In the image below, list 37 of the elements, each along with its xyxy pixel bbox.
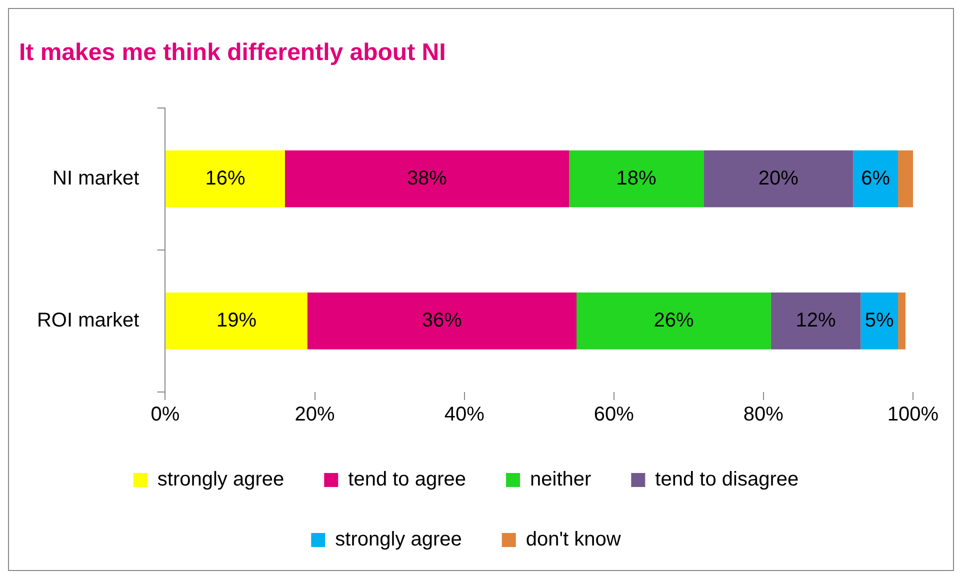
data-label: 5%: [864, 309, 894, 332]
legend-label: strongly agree: [335, 528, 462, 551]
bar: [860, 292, 898, 350]
bar: [307, 292, 577, 350]
x-tick-label: 80%: [743, 404, 784, 426]
data-label: 16%: [205, 167, 246, 190]
data-label: 6%: [861, 167, 890, 190]
legend-label: tend to agree: [348, 468, 466, 491]
bar: [770, 292, 861, 350]
data-label: 18%: [616, 167, 657, 190]
data-label: 12%: [796, 309, 836, 332]
x-tick-label: 100%: [887, 404, 939, 426]
legend-label: don't know: [526, 528, 622, 551]
data-label: 19%: [216, 309, 257, 332]
bar: [569, 150, 704, 208]
legend-label: strongly agree: [157, 468, 284, 491]
bar: [166, 292, 308, 350]
bar: [853, 150, 898, 208]
bar: [898, 292, 906, 350]
bar: [284, 150, 570, 208]
legend-label: tend to disagree: [655, 468, 799, 491]
data-label: 26%: [654, 309, 694, 332]
chart-title: It makes me think differently about NI: [19, 39, 446, 66]
data-label: 36%: [422, 309, 462, 332]
legend-label: neither: [530, 468, 592, 491]
bar: [576, 292, 771, 350]
data-label: 38%: [406, 167, 448, 190]
data-label: 20%: [758, 167, 799, 190]
bar: [898, 150, 913, 208]
bar: [704, 150, 854, 208]
x-tick-label: 0%: [150, 404, 180, 426]
x-tick-label: 60%: [594, 404, 634, 426]
y-tick-label: NI market: [52, 167, 140, 190]
x-tick-label: 40%: [444, 404, 485, 426]
y-tick-label: ROI market: [36, 309, 140, 332]
x-tick-label: 20%: [294, 404, 336, 426]
bar: [166, 150, 285, 208]
